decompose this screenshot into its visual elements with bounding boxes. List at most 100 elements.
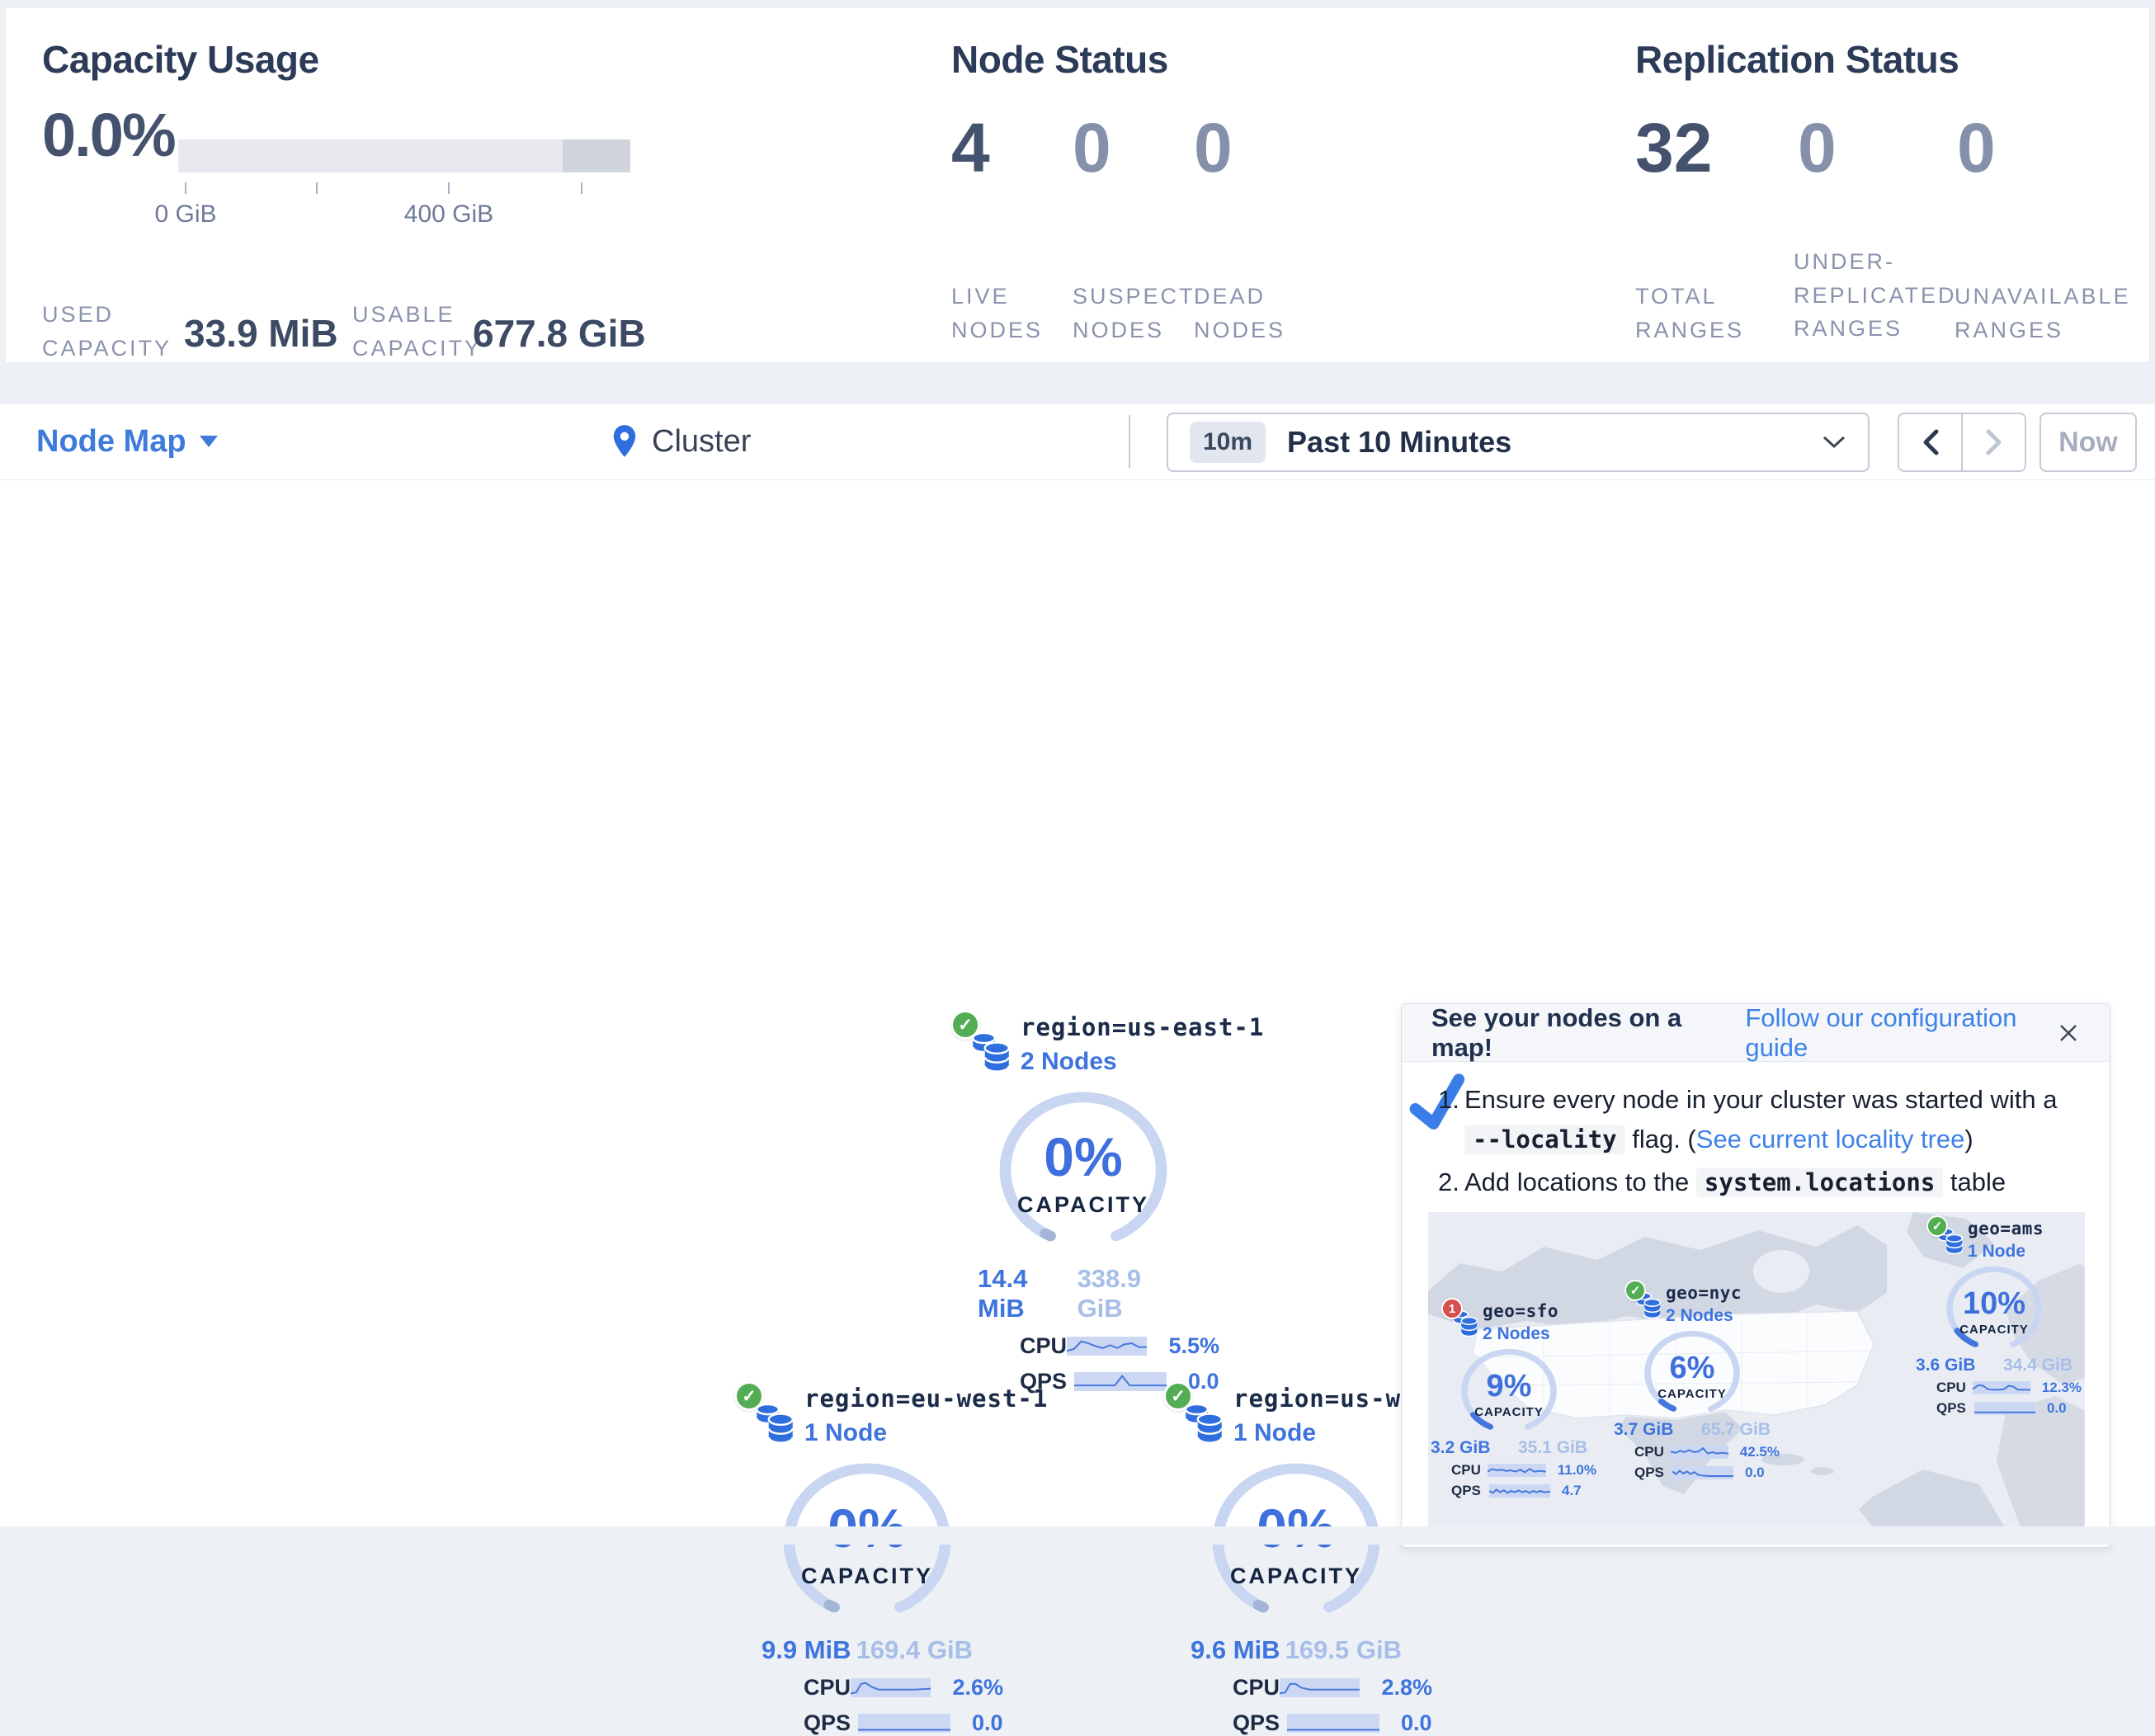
time-range-dropdown[interactable]: 10m Past 10 Minutes <box>1167 413 1870 472</box>
database-stack-icon <box>967 1028 1015 1076</box>
view-selector-dropdown[interactable]: Node Map <box>36 403 218 479</box>
map-node-ams: geo=ams 1 Node 10% CAPACITY 3.6 GiB 34.4 <box>1907 1215 2082 1417</box>
capacity-gauge: 10% CAPACITY <box>1945 1265 2044 1352</box>
chevron-right-icon <box>1986 429 2001 455</box>
axis-tick-label: 400 GiB <box>403 200 494 228</box>
used-capacity: 3.7 GiB <box>1614 1420 1674 1439</box>
qps-label: QPS <box>1936 1400 1966 1416</box>
unavailable-ranges-value: 0 <box>1957 109 1996 186</box>
capacity-usage-bar <box>178 139 630 172</box>
capacity-usage-percent: 0.0% <box>42 101 177 169</box>
capacity-label: CAPACITY <box>1474 1404 1544 1419</box>
cpu-sparkline <box>1067 1337 1148 1356</box>
node-map-canvas: region=us-east-1 2 Nodes 0% CAPACITY 14.… <box>0 480 2155 1735</box>
capacity-usage-title: Capacity Usage <box>42 38 319 81</box>
region-header: region=eu-west-1 1 Node <box>731 1381 1049 1457</box>
database-stack-icon <box>751 1399 799 1447</box>
suspect-nodes-label: SUSPECT NODES <box>1073 284 1195 342</box>
breadcrumb-label: Cluster <box>652 423 752 459</box>
cpu-sparkline <box>1670 1446 1728 1459</box>
unavailable-ranges-label: UNAVAILABLE RANGES <box>1955 284 2131 342</box>
cpu-metric: CPU 12.3% <box>1936 1380 2082 1396</box>
qps-value: 0.0 <box>1188 1369 1219 1394</box>
previous-timespan-button[interactable] <box>1899 414 1963 470</box>
region-card-us-east-1[interactable]: region=us-east-1 2 Nodes 0% CAPACITY 14.… <box>947 1010 1263 1394</box>
used-capacity-label: USED CAPACITY <box>42 302 172 361</box>
used-capacity: 9.6 MiB <box>1191 1635 1280 1664</box>
view-selector-label: Node Map <box>36 423 186 459</box>
cluster-overview-card: Capacity Usage 0.0% 0 GiB 400 GiB USED C… <box>5 7 2150 363</box>
chevron-down-icon <box>199 436 218 447</box>
qps-metric: QPS 0.0 <box>1020 1369 1219 1394</box>
region-locality: region=eu-west-1 <box>804 1385 1049 1413</box>
map-toolbar: Node Map Cluster 10m Past 10 Minutes Now <box>0 403 2155 480</box>
qps-sparkline <box>1489 1484 1550 1498</box>
qps-sparkline <box>1974 1402 2035 1415</box>
region-header: region=us-west-1 1 Node <box>1160 1381 1476 1457</box>
now-button[interactable]: Now <box>2039 413 2137 472</box>
used-capacity: 9.9 MiB <box>762 1635 851 1664</box>
breadcrumb[interactable]: Cluster <box>611 403 751 479</box>
map-configuration-panel: See your nodes on a map! Follow our conf… <box>1401 1003 2110 1548</box>
healthy-check-icon <box>1625 1280 1646 1301</box>
qps-sparkline <box>1074 1372 1167 1391</box>
usable-capacity: 65.7 GiB <box>1700 1420 1771 1439</box>
usable-capacity: 338.9 GiB <box>1077 1264 1142 1323</box>
map-node-count: 2 Nodes <box>1483 1324 1550 1343</box>
region-header: region=us-east-1 2 Nodes <box>947 1010 1263 1086</box>
cpu-metric: CPU 5.5% <box>1020 1333 1219 1359</box>
node-status-title: Node Status <box>951 38 1168 81</box>
capacity-label: CAPACITY <box>1658 1386 1727 1401</box>
region-node-count-link[interactable]: 1 Node <box>1233 1419 1317 1446</box>
region-card-eu-west-1[interactable]: region=eu-west-1 1 Node 0% CAPACITY 9.9 … <box>731 1381 1049 1736</box>
region-node-count-link[interactable]: 2 Nodes <box>1021 1048 1117 1075</box>
setup-step-1: 1. Ensure every node in your cluster was… <box>1438 1085 2058 1155</box>
under-replicated-ranges-value: 0 <box>1798 109 1837 186</box>
panel-header: See your nodes on a map! Follow our conf… <box>1402 1002 2110 1062</box>
capacity-percent: 9% <box>1486 1368 1532 1403</box>
region-node-count-link[interactable]: 1 Node <box>804 1419 888 1446</box>
cpu-label: CPU <box>1451 1462 1481 1478</box>
capacity-gauge: 0% CAPACITY <box>997 1089 1170 1251</box>
cpu-metric: CPU 2.8% <box>1233 1675 1432 1701</box>
database-stack-icon <box>1180 1399 1228 1447</box>
qps-value: 4.7 <box>1562 1483 1582 1498</box>
axis-tick <box>316 182 318 194</box>
total-ranges-value: 32 <box>1635 109 1713 186</box>
capacity-percent: 10% <box>1962 1285 2026 1321</box>
qps-metric: QPS 0.0 <box>1634 1465 1780 1481</box>
toolbar-divider <box>1129 415 1130 468</box>
cpu-sparkline <box>1972 1381 2030 1394</box>
capacity-bar-nonusable-segment <box>563 139 630 172</box>
suspect-nodes-value: 0 <box>1073 109 1111 186</box>
map-node-count: 1 Node <box>1968 1242 2026 1261</box>
map-node-locality: geo=nyc <box>1666 1283 1742 1303</box>
capacity-label: CAPACITY <box>800 1563 933 1588</box>
map-node-locality: geo=sfo <box>1483 1301 1559 1321</box>
used-capacity: 3.6 GiB <box>1916 1356 1976 1375</box>
qps-sparkline <box>1287 1714 1379 1733</box>
live-nodes-label: LIVE NODES <box>951 284 1044 342</box>
region-card-us-west-1[interactable]: region=us-west-1 1 Node 0% CAPACITY 9.6 … <box>1160 1381 1476 1736</box>
qps-label: QPS <box>1233 1710 1280 1735</box>
axis-tick <box>185 182 186 194</box>
map-node-nyc: geo=nyc 2 Nodes 6% CAPACITY 3.7 GiB 65.7 <box>1605 1280 1780 1481</box>
chevron-down-icon <box>1823 436 1846 449</box>
total-ranges-label: TOTAL RANGES <box>1635 284 1745 342</box>
axis-tick <box>581 182 582 194</box>
locality-tree-link[interactable]: See current locality tree <box>1695 1125 1965 1154</box>
used-capacity: 14.4 MiB <box>978 1264 1028 1323</box>
next-timespan-button[interactable] <box>1963 414 2025 470</box>
qps-label: QPS <box>1020 1369 1068 1394</box>
configuration-guide-link[interactable]: Follow our configuration guide <box>1745 1002 2017 1062</box>
capacity-gauge: 6% CAPACITY <box>1643 1329 1742 1417</box>
qps-value: 0.0 <box>972 1710 1003 1735</box>
time-range-label: Past 10 Minutes <box>1287 425 1512 459</box>
capacity-percent: 0% <box>1044 1125 1123 1187</box>
live-nodes-value: 4 <box>951 109 990 186</box>
used-capacity: 3.2 GiB <box>1431 1438 1491 1457</box>
qps-value: 0.0 <box>1401 1710 1432 1735</box>
map-pin-icon <box>613 425 636 457</box>
qps-value: 0.0 <box>2047 1400 2067 1416</box>
close-button[interactable] <box>2057 1021 2080 1045</box>
